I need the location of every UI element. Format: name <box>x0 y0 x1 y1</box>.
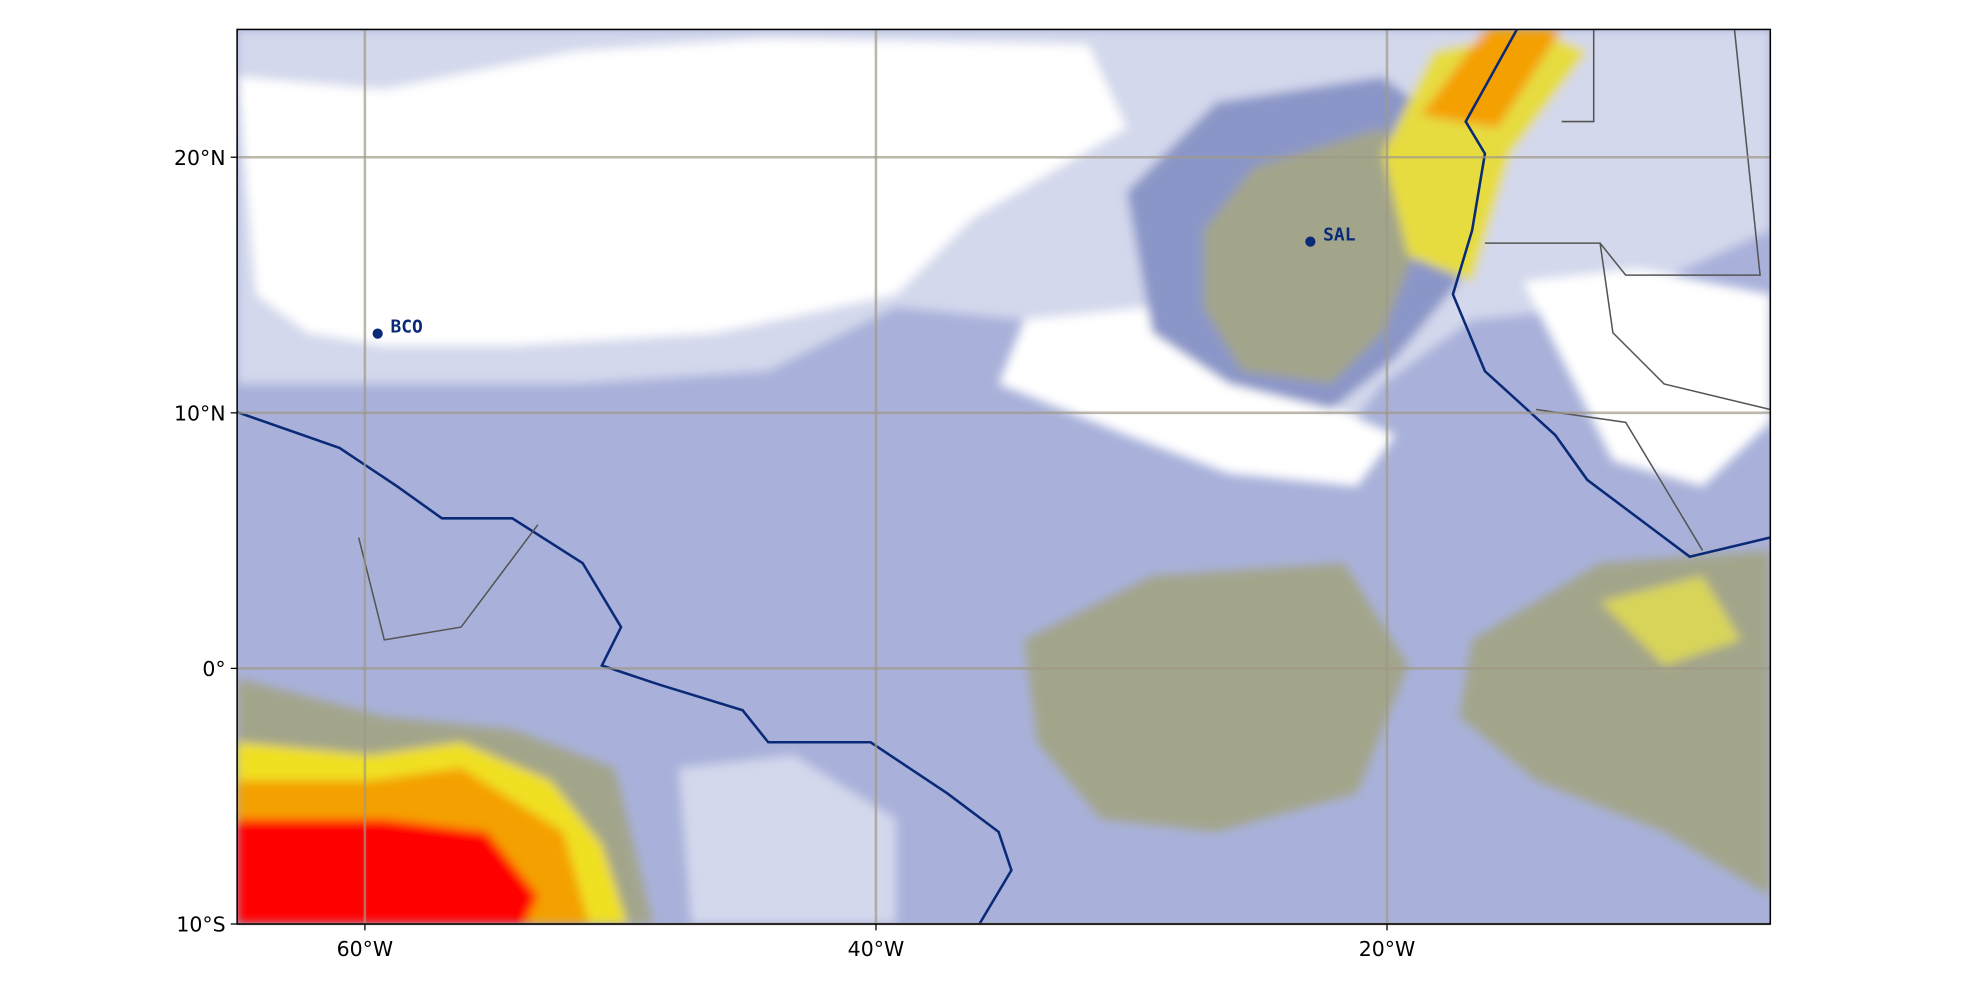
clear-area <box>237 38 1127 346</box>
coastline <box>1451 29 1771 559</box>
station-marker <box>1305 236 1316 247</box>
dust-low <box>1203 127 1434 384</box>
dust-low <box>1024 563 1409 832</box>
clear-area <box>998 307 1396 487</box>
coastline <box>237 410 1013 925</box>
station-label: BCO <box>390 316 422 337</box>
y-tick-label: 0° <box>202 657 225 681</box>
station-label: SAL <box>1323 224 1356 245</box>
clear-area <box>1523 268 1771 487</box>
y-tick-label: 20°N <box>174 146 226 170</box>
field <box>237 29 1771 925</box>
frame <box>236 28 1772 925</box>
x-tick-label: 60°W <box>337 937 394 961</box>
x-tick-label: 20°W <box>1359 937 1416 961</box>
dust-high <box>1420 29 1562 128</box>
borders <box>357 29 1771 641</box>
dust-max <box>237 819 538 925</box>
station-marker <box>372 328 383 339</box>
dust-mid <box>1600 575 1741 666</box>
light-band <box>678 755 897 925</box>
x-tick-label: 40°W <box>848 937 905 961</box>
y-tick-label: 10°S <box>176 913 225 937</box>
y-tick-label: 10°N <box>174 402 226 426</box>
